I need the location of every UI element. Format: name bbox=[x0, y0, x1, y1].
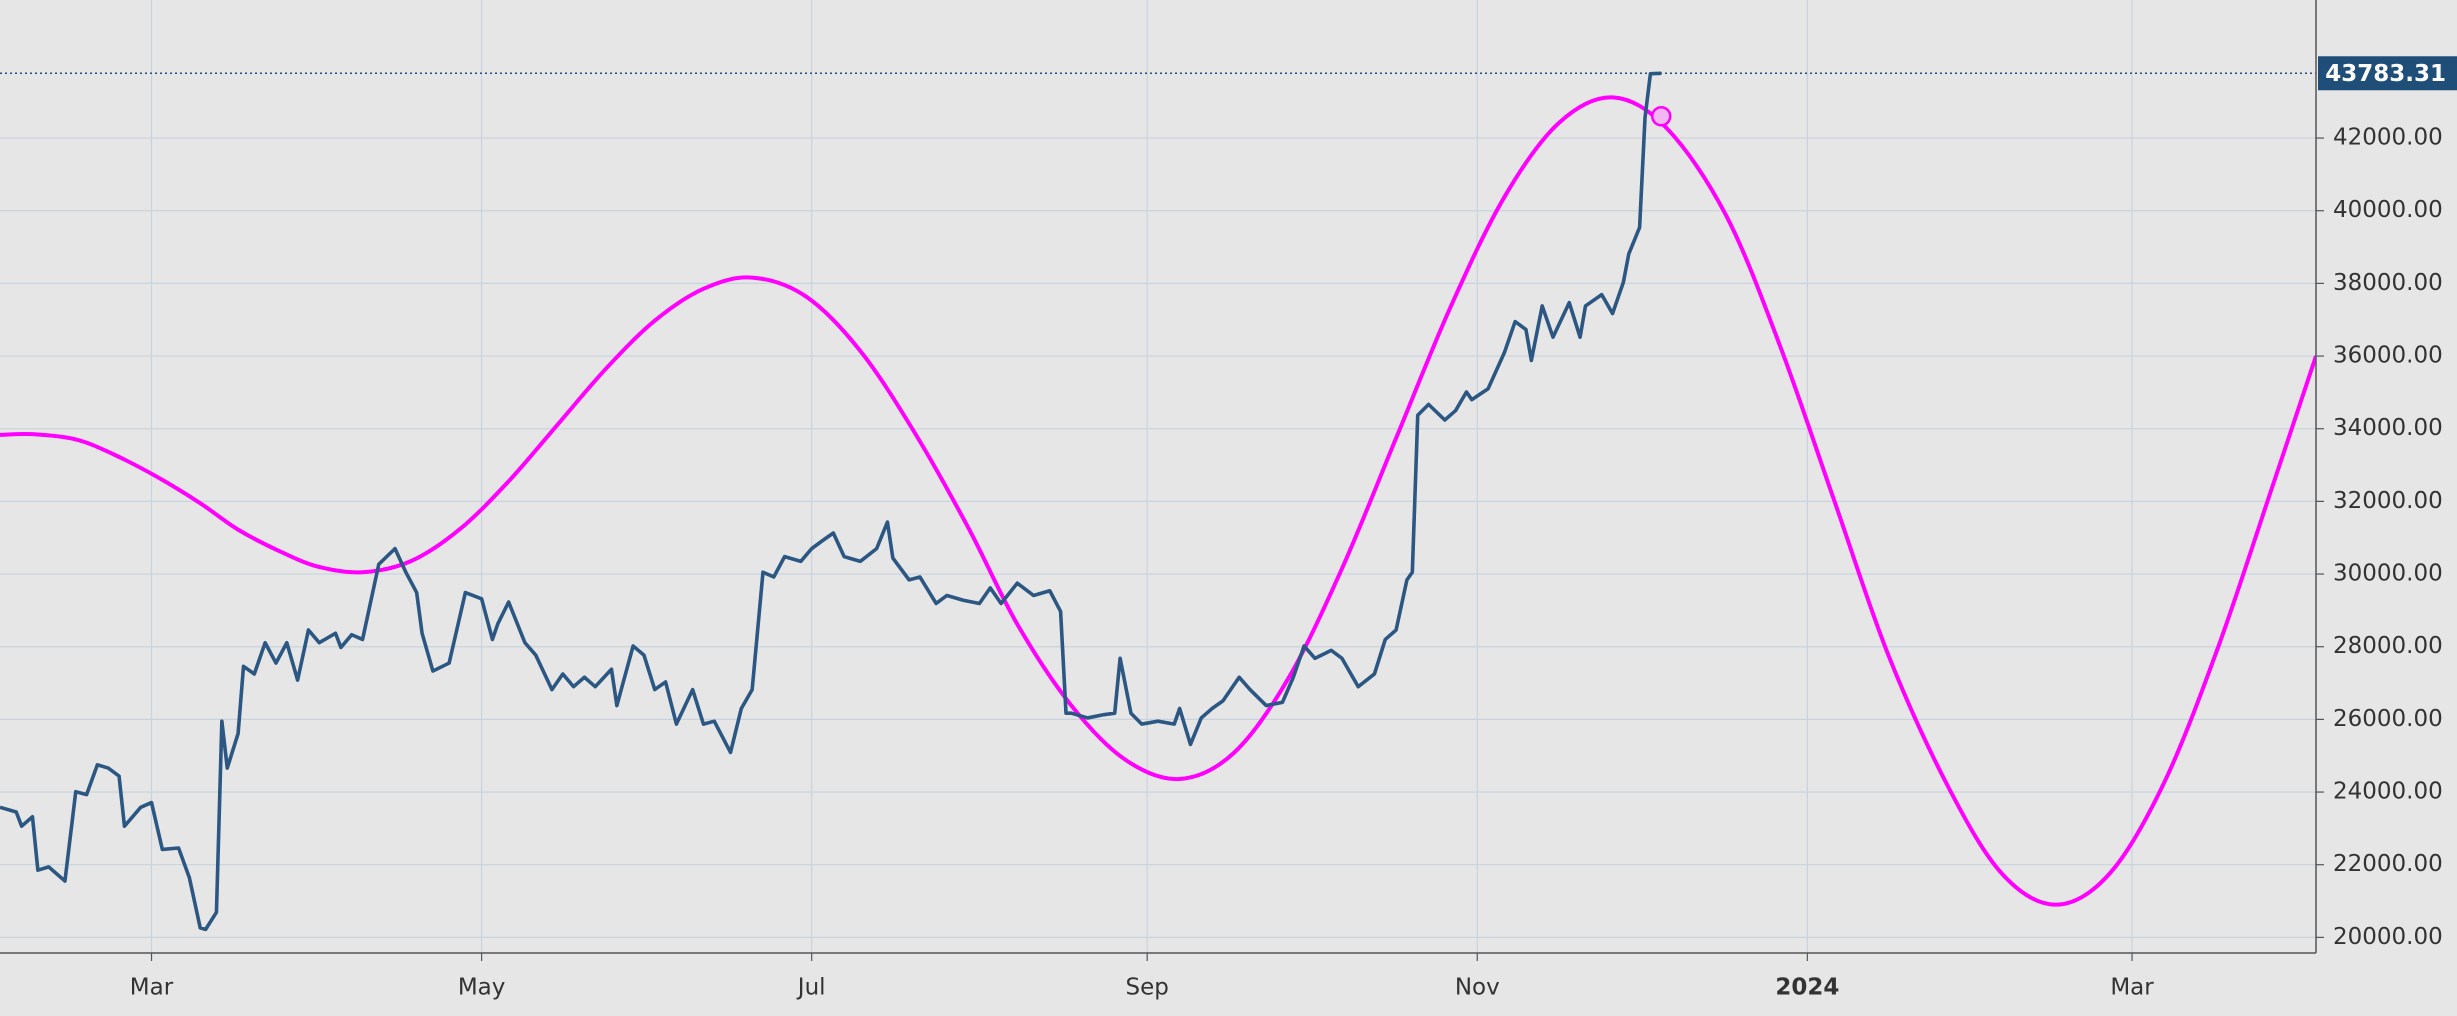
y-tick-label: 20000.00 bbox=[2333, 924, 2443, 950]
line-series bbox=[0, 95, 2316, 907]
x-tick-label: Jul bbox=[796, 975, 826, 1001]
x-tick-label: 2024 bbox=[1775, 975, 1839, 1001]
y-tick-label: 28000.00 bbox=[2333, 633, 2443, 659]
y-tick-label: 22000.00 bbox=[2333, 851, 2443, 877]
y-tick-label: 30000.00 bbox=[2333, 561, 2443, 587]
y-tick-label: 24000.00 bbox=[2333, 779, 2443, 805]
y-tick-label: 38000.00 bbox=[2333, 270, 2443, 296]
x-tick-label: Sep bbox=[1125, 975, 1168, 1001]
x-tick-label: Mar bbox=[2110, 975, 2154, 1001]
x-tick-label: May bbox=[458, 975, 506, 1001]
cycle-marker bbox=[1650, 106, 1672, 127]
y-tick-label: 26000.00 bbox=[2333, 706, 2443, 732]
plot-area bbox=[0, 71, 2316, 932]
x-tick-label: Mar bbox=[130, 975, 174, 1001]
y-tick-label: 34000.00 bbox=[2333, 415, 2443, 441]
last-value-box bbox=[2318, 56, 2457, 91]
axes: 20000.00 22000.00 24000.00 26000.00 28000.00… bbox=[130, 56, 2457, 1001]
y-tick-label: 36000.00 bbox=[2333, 343, 2443, 369]
last-value-label: 43783.31 bbox=[2325, 61, 2446, 87]
y-tick-label: 32000.00 bbox=[2333, 488, 2443, 514]
grid bbox=[0, 0, 2316, 953]
x-tick-label: Nov bbox=[1455, 975, 1500, 1001]
y-tick-label: 42000.00 bbox=[2333, 125, 2443, 151]
y-tick-label: 40000.00 bbox=[2333, 197, 2443, 223]
line-series bbox=[0, 71, 1662, 932]
